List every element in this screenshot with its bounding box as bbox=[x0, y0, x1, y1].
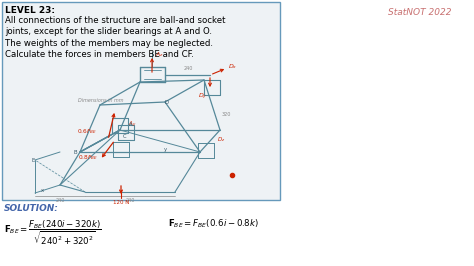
Text: $0.8F_{BE}$: $0.8F_{BE}$ bbox=[78, 153, 98, 163]
Text: E: E bbox=[31, 157, 35, 163]
Text: $\mathbf{F}_{BE} = F_{BE}(0.6\mathit{i} - 0.8\mathit{k})$: $\mathbf{F}_{BE} = F_{BE}(0.6\mathit{i} … bbox=[168, 218, 259, 231]
Text: $D_z$: $D_z$ bbox=[217, 136, 225, 144]
Text: y: y bbox=[164, 148, 166, 152]
Text: $D_y$: $D_y$ bbox=[198, 92, 207, 102]
Text: Dimensions in mm: Dimensions in mm bbox=[78, 98, 124, 102]
Text: $A_y$: $A_y$ bbox=[128, 120, 137, 130]
Text: SOLUTION:: SOLUTION: bbox=[4, 204, 59, 213]
Text: $0.6F_{BE}$: $0.6F_{BE}$ bbox=[77, 128, 97, 136]
Text: 240: 240 bbox=[183, 66, 193, 71]
Text: 120 N: 120 N bbox=[113, 200, 129, 205]
Bar bbox=[2, 2, 280, 200]
Text: B: B bbox=[73, 149, 77, 155]
Text: StatNOT 2022: StatNOT 2022 bbox=[388, 8, 452, 17]
Text: 320: 320 bbox=[222, 113, 231, 118]
Text: C: C bbox=[123, 135, 127, 139]
Text: $D_x$: $D_x$ bbox=[228, 63, 237, 72]
Text: LEVEL 23:: LEVEL 23: bbox=[5, 6, 55, 15]
Text: 240: 240 bbox=[55, 198, 64, 203]
Text: 240: 240 bbox=[125, 198, 135, 203]
Text: All connections of the structure are ball-and socket
joints, except for the slid: All connections of the structure are bal… bbox=[5, 16, 226, 59]
Text: $A_z$: $A_z$ bbox=[155, 51, 164, 59]
Text: A: A bbox=[129, 123, 133, 127]
Text: x: x bbox=[40, 188, 44, 193]
Text: $\mathbf{F}_{BE} = \dfrac{F_{BE}(240\mathit{i} - 320\mathit{k})}{\sqrt{240^2 + 3: $\mathbf{F}_{BE} = \dfrac{F_{BE}(240\mat… bbox=[4, 218, 101, 247]
Text: D: D bbox=[165, 101, 169, 106]
